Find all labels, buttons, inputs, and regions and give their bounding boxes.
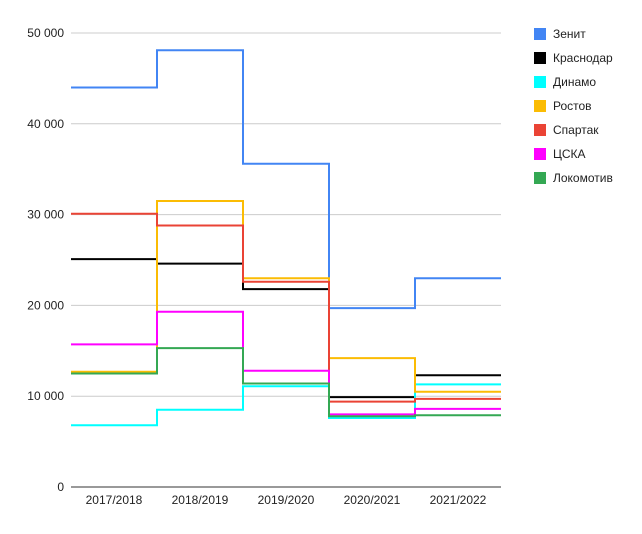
legend-swatch bbox=[534, 172, 546, 184]
legend: Зенит Краснодар Динамо Ростов Спартак ЦСКА Лок… bbox=[534, 27, 613, 185]
y-tick-label: 0 bbox=[57, 480, 64, 494]
series-line-2 bbox=[71, 258, 501, 399]
legend-swatch bbox=[534, 148, 546, 160]
legend-swatch bbox=[534, 28, 546, 40]
y-tick-label: 50 000 bbox=[27, 26, 64, 40]
legend-label: Динамо bbox=[553, 75, 596, 89]
x-axis-tick-labels: 2017/2018 2018/2019 2019/2020 2020/2021 2021… bbox=[86, 493, 487, 507]
x-tick-label: 2019/2020 bbox=[258, 493, 315, 507]
x-tick-label: 2020/2021 bbox=[344, 493, 401, 507]
y-tick-label: 10 000 bbox=[27, 389, 64, 403]
series-lines bbox=[71, 49, 501, 427]
y-axis-tick-labels: 0 10 000 20 000 30 000 40 000 50 000 bbox=[27, 26, 64, 494]
legend-swatch bbox=[534, 124, 546, 136]
legend-label: Зенит bbox=[553, 27, 586, 41]
series-line-7 bbox=[71, 347, 501, 418]
legend-label: Спартак bbox=[553, 123, 599, 137]
x-tick-label: 2018/2019 bbox=[172, 493, 229, 507]
y-tick-label: 40 000 bbox=[27, 117, 64, 131]
x-tick-label: 2017/2018 bbox=[86, 493, 143, 507]
legend-swatch bbox=[534, 76, 546, 88]
series-line-5 bbox=[71, 212, 501, 403]
x-tick-label: 2021/2022 bbox=[430, 493, 487, 507]
y-tick-label: 20 000 bbox=[27, 298, 64, 312]
series-line-4 bbox=[71, 200, 501, 393]
series-line-6 bbox=[71, 310, 501, 416]
legend-label: ЦСКА bbox=[553, 147, 586, 161]
legend-label: Локомотив bbox=[553, 171, 613, 185]
series-line-3 bbox=[71, 383, 501, 427]
legend-swatch bbox=[534, 100, 546, 112]
legend-label: Ростов bbox=[553, 99, 592, 113]
series-line-1 bbox=[71, 49, 501, 310]
y-tick-label: 30 000 bbox=[27, 208, 64, 222]
legend-swatch bbox=[534, 52, 546, 64]
legend-label: Краснодар bbox=[553, 51, 613, 65]
